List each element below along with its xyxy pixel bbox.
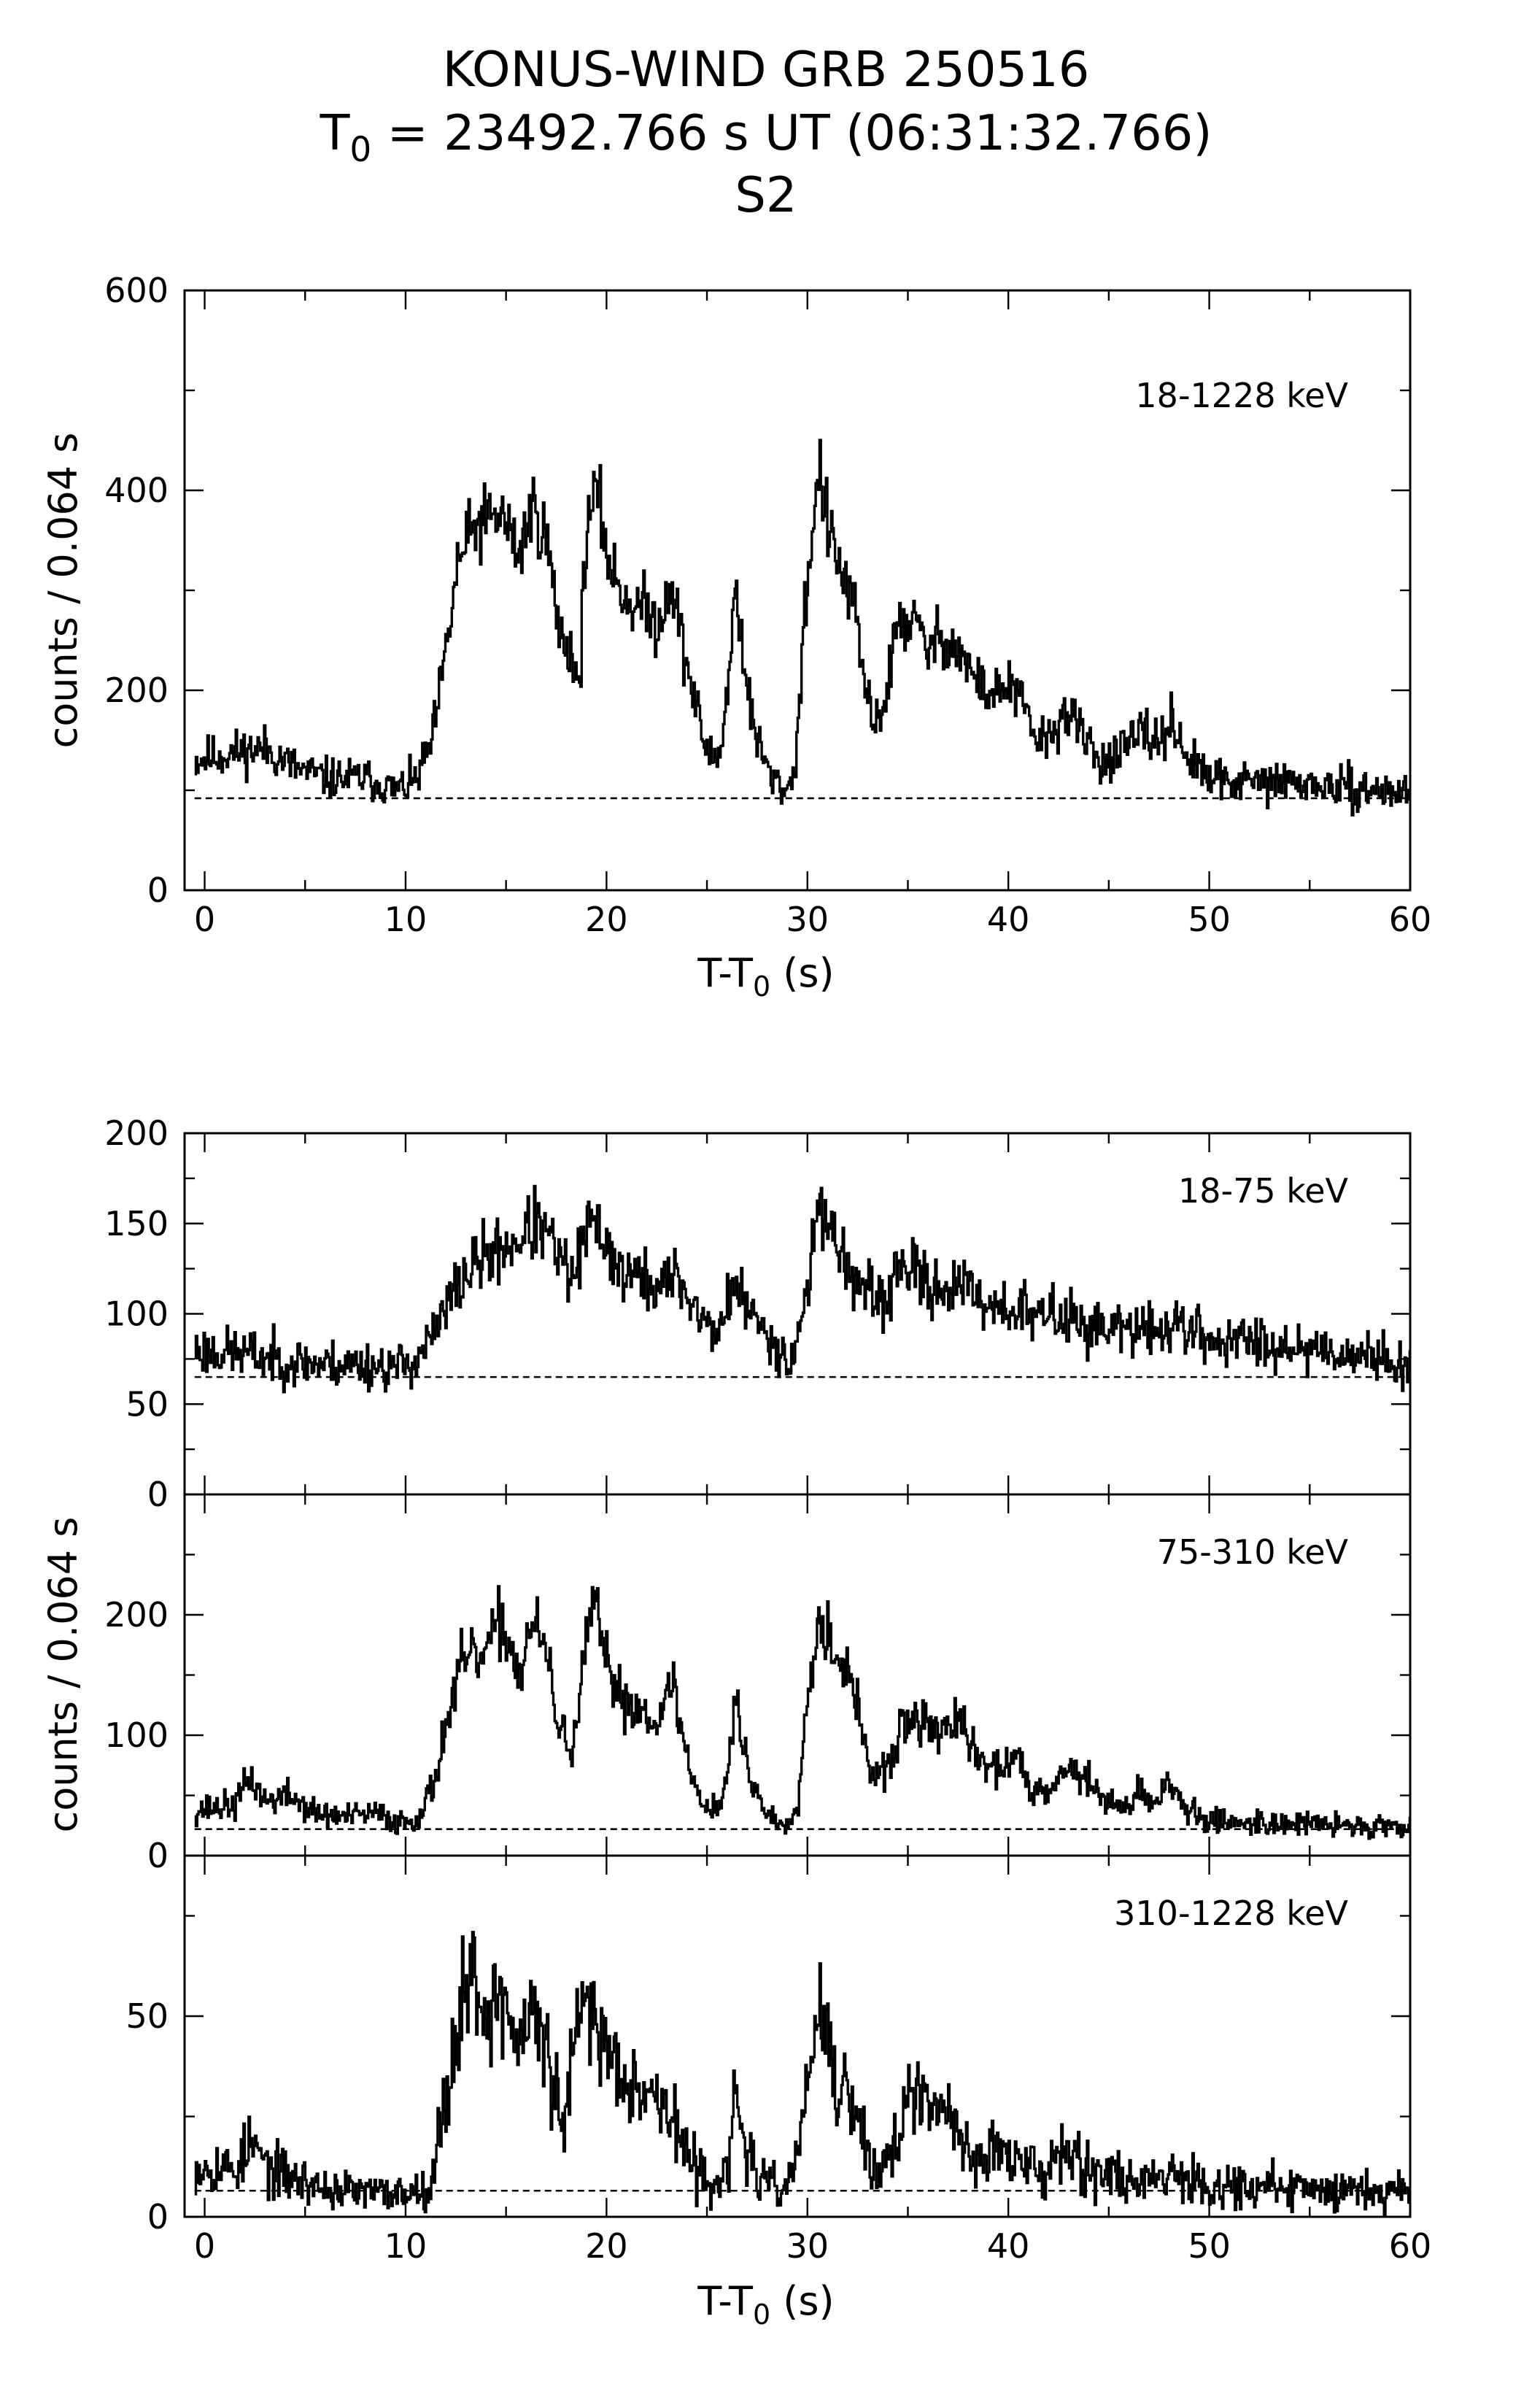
panel-18-75kev: 0 50 100 150 200 18-75 keV xyxy=(104,1114,1412,1514)
p1-lightcurve xyxy=(194,1184,1412,1394)
panel-310-1228kev: 0 10 20 30 40 50 60 0 50 310-1228 keV xyxy=(125,1854,1432,2266)
top-xtick-label: 20 xyxy=(585,900,628,939)
top-xtick-label: 60 xyxy=(1389,900,1432,939)
figure-title-line2: T0 = 23492.766 s UT (06:31:32.766) xyxy=(319,104,1212,170)
p3-xtick-label: 30 xyxy=(786,2226,829,2266)
p2-ytick-label: 100 xyxy=(104,1716,169,1755)
p3-xtick-label: 0 xyxy=(194,2226,215,2266)
p2-lightcurve xyxy=(194,1585,1412,1840)
bottom-y-axis-label: counts / 0.064 s xyxy=(40,1517,86,1833)
top-y-axis-label: counts / 0.064 s xyxy=(40,433,86,749)
panel-75-310kev: 0 100 200 75-310 keV xyxy=(104,1493,1412,1875)
p2-ytick-label: 0 xyxy=(147,1836,169,1875)
bottom-x-axis-label: T-T0 (s) xyxy=(697,2278,834,2331)
top-ytick-label: 200 xyxy=(104,671,169,710)
top-xtick-label: 0 xyxy=(194,900,215,939)
top-ytick-label: 400 xyxy=(104,471,169,510)
top-xtick-label: 30 xyxy=(786,900,829,939)
p3-ytick-label: 50 xyxy=(125,1996,169,2036)
p2-energy-band-label: 75-310 keV xyxy=(1157,1532,1349,1572)
p3-xtick-label: 20 xyxy=(585,2226,628,2266)
p1-ytick-label: 50 xyxy=(125,1384,169,1424)
p3-xtick-label: 60 xyxy=(1389,2226,1432,2266)
top-xtick-label: 40 xyxy=(987,900,1030,939)
top-ytick-label: 600 xyxy=(104,271,169,310)
p1-ytick-label: 150 xyxy=(104,1204,169,1243)
top-ytick-label: 0 xyxy=(147,871,169,910)
p1-ytick-label: 200 xyxy=(104,1114,169,1153)
p3-lightcurve xyxy=(194,1931,1412,2216)
p3-xtick-label: 50 xyxy=(1188,2226,1231,2266)
p3-xtick-label: 10 xyxy=(384,2226,428,2266)
top-lightcurve xyxy=(194,439,1412,817)
p3-xtick-label: 40 xyxy=(987,2226,1030,2266)
p1-energy-band-label: 18-75 keV xyxy=(1178,1171,1349,1211)
p3-ytick-label: 0 xyxy=(147,2197,169,2237)
p3-plot-frame xyxy=(183,1854,1412,2218)
figure-title-line3: S2 xyxy=(735,166,797,223)
p3-energy-band-label: 310-1228 keV xyxy=(1114,1894,1348,1933)
p1-ytick-label: 0 xyxy=(147,1475,169,1514)
p2-ytick-label: 200 xyxy=(104,1595,169,1635)
top-x-axis-label: T-T0 (s) xyxy=(697,950,834,1003)
top-energy-band-label: 18-1228 keV xyxy=(1135,376,1348,415)
top-xtick-label: 10 xyxy=(384,900,428,939)
p1-ytick-label: 100 xyxy=(104,1294,169,1334)
figure-title-line1: KONUS-WIND GRB 250516 xyxy=(443,41,1090,98)
top-xtick-label: 50 xyxy=(1188,900,1231,939)
